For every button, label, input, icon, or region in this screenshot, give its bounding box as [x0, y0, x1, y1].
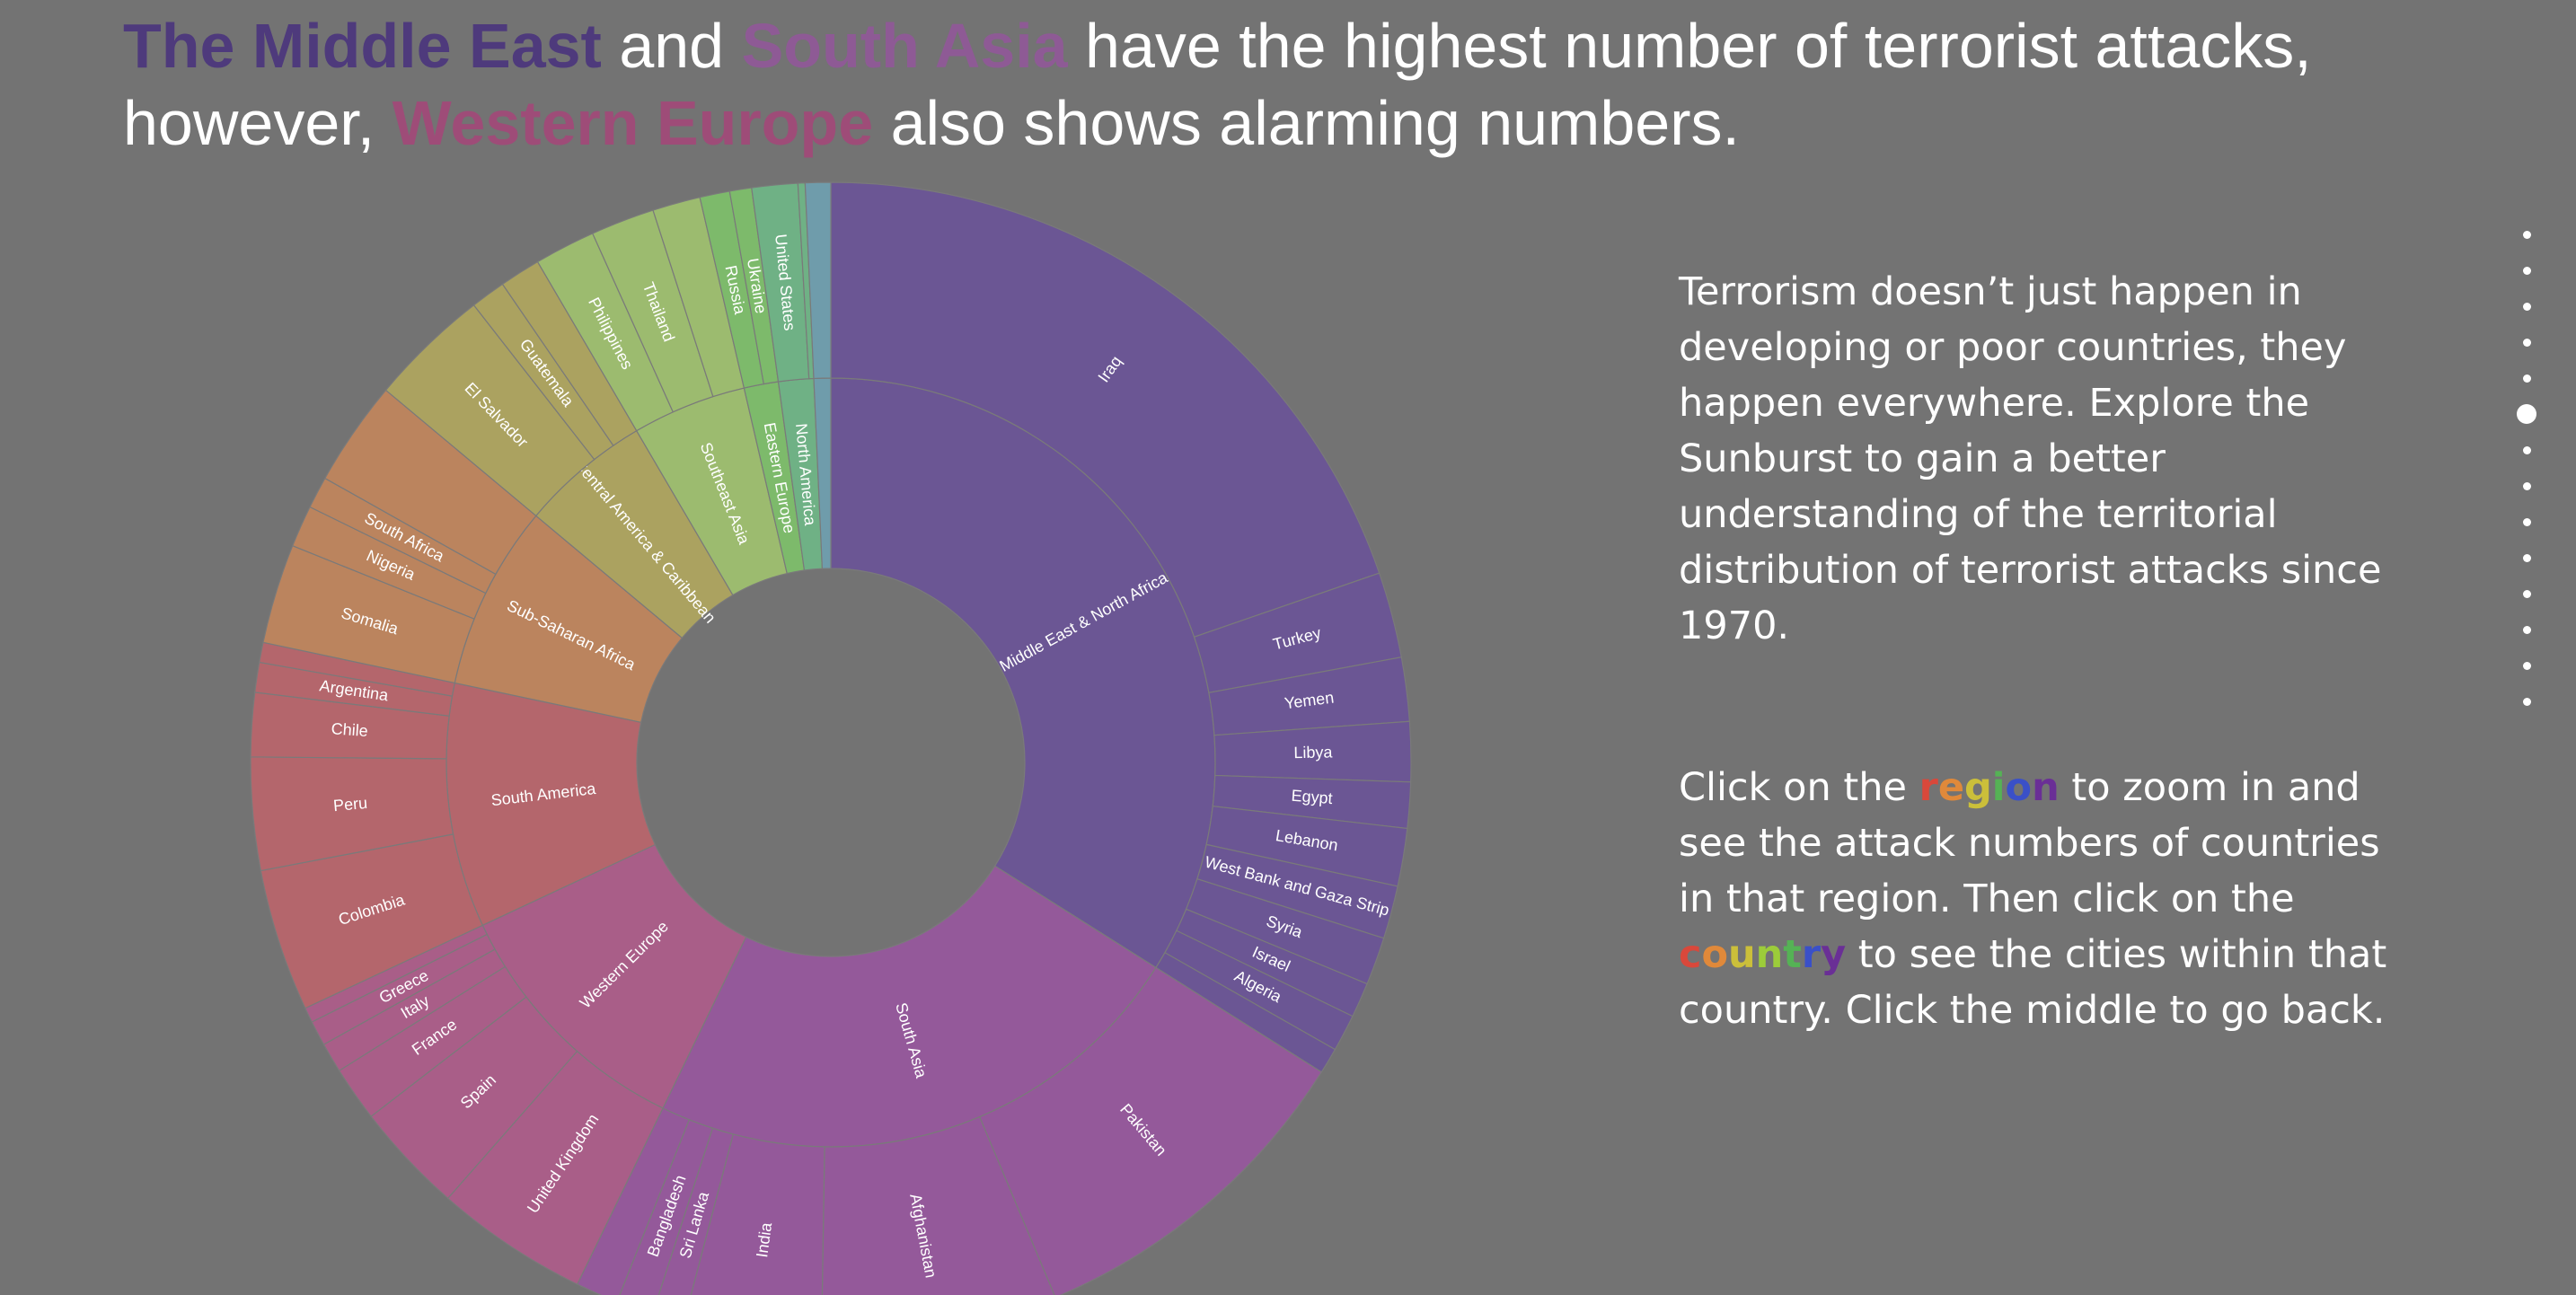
- headline-text: however,: [123, 88, 393, 158]
- headline-highlight: South Asia: [741, 11, 1068, 81]
- nav-dot[interactable]: [2522, 553, 2531, 562]
- country-arc[interactable]: [821, 1115, 1055, 1295]
- headline-highlight: Western Europe: [392, 88, 874, 158]
- intro-text: Terrorism doesn’t just happen in develop…: [1679, 269, 2382, 648]
- nav-dot[interactable]: [2522, 302, 2531, 311]
- country-label: Peru: [332, 794, 368, 815]
- keyword: region: [1919, 765, 2060, 810]
- headline: The Middle East and South Asia have the …: [123, 7, 2312, 162]
- keyword: country: [1679, 932, 1847, 977]
- nav-dot[interactable]: [2522, 230, 2531, 239]
- country-label: Egypt: [1291, 787, 1333, 807]
- nav-dot[interactable]: [2522, 338, 2531, 347]
- country-label: Libya: [1293, 743, 1333, 762]
- nav-dot[interactable]: [2522, 625, 2531, 634]
- country-arc[interactable]: [830, 181, 1381, 639]
- nav-dot[interactable]: [2522, 266, 2531, 275]
- headline-text: also shows alarming numbers.: [873, 88, 1740, 158]
- nav-dot[interactable]: [2522, 661, 2531, 670]
- nav-dot[interactable]: [2522, 517, 2531, 526]
- instruction-part: to zoom in and see the attack numbers of…: [1679, 765, 2380, 921]
- headline-line: The Middle East and South Asia have the …: [123, 7, 2312, 84]
- instruction-text: Click on the region to zoom in and see t…: [1679, 760, 2397, 1038]
- nav-dot[interactable]: [2522, 697, 2531, 706]
- country-label: Chile: [331, 719, 368, 740]
- headline-highlight: The Middle East: [123, 11, 602, 81]
- nav-dot[interactable]: [2522, 374, 2531, 383]
- instruction-part: Click on the: [1679, 765, 1919, 810]
- country-arc[interactable]: [978, 966, 1323, 1295]
- nav-dot[interactable]: [2522, 481, 2531, 490]
- headline-text: and: [601, 11, 742, 81]
- headline-line: however, Western Europe also shows alarm…: [123, 84, 2312, 162]
- country-arc[interactable]: [684, 1133, 825, 1295]
- country-arc[interactable]: [804, 181, 832, 380]
- nav-dot[interactable]: [2517, 404, 2536, 424]
- sunburst-chart: Middle East & North AfricaIraqTurkeyYeme…: [250, 181, 1412, 1295]
- nav-dot[interactable]: [2522, 445, 2531, 454]
- nav-dot[interactable]: [2522, 589, 2531, 598]
- instruction-part: to see the cities within that country. C…: [1679, 932, 2387, 1033]
- headline-text: have the highest number of terrorist att…: [1067, 11, 2312, 81]
